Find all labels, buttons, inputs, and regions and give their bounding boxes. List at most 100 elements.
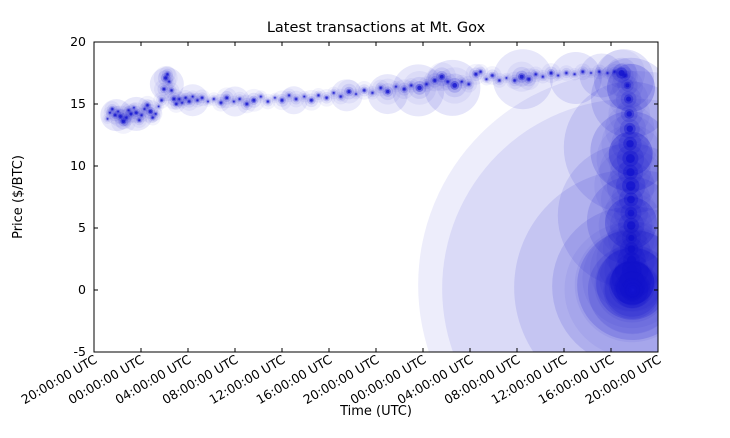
scatter-bubble [280, 98, 284, 102]
scatter-bubble [626, 168, 635, 177]
scatter-bubble [513, 79, 516, 82]
y-tick-label: 20 [70, 34, 86, 49]
scatter-bubble [402, 87, 406, 91]
x-axis-label: Time (UTC) [339, 404, 412, 419]
scatter-bubble [238, 98, 241, 100]
scatter-bubble [514, 169, 658, 352]
scatter-bubble [626, 139, 634, 148]
scatter-bubble [631, 288, 635, 292]
scatter-bubble [552, 206, 658, 352]
scatter-bubble [626, 111, 632, 117]
scatter-bubble [196, 99, 199, 102]
scatter-bubble [474, 72, 478, 76]
scatter-bubble [590, 57, 658, 138]
scatter-bubble [170, 89, 173, 92]
scatter-bubble [626, 221, 636, 230]
scatter-bubble [442, 98, 658, 352]
scatter-bubble [613, 70, 616, 73]
scatter-bubble [564, 221, 658, 352]
scatter-bubble [121, 119, 126, 123]
scatter-bubble [127, 109, 130, 112]
scatter-bubble [367, 74, 408, 115]
scatter-bubble [181, 102, 183, 104]
scatter-bubble [485, 78, 488, 81]
scatter-bubble [109, 111, 111, 114]
scatter-bubble [627, 195, 635, 204]
scatter-bubble [586, 176, 658, 265]
scatter-bubble [151, 116, 154, 119]
scatter-bubble [590, 228, 658, 312]
scatter-bubble [598, 70, 601, 73]
scatter-bubble [325, 96, 328, 99]
scatter-bubble [191, 95, 194, 98]
scatter-bubble [178, 98, 181, 100]
scatter-bubble [573, 73, 576, 76]
y-axis-label: Price ($/BTC) [11, 155, 26, 239]
scatter-bubble [146, 104, 149, 107]
scatter-bubble [593, 49, 654, 110]
scatter-bubble [184, 96, 187, 99]
scatter-bubble [410, 84, 413, 87]
scatter-bubble [425, 83, 428, 86]
scatter-bubble [557, 74, 559, 77]
scatter-bubble [626, 264, 638, 276]
scatter-bubble [418, 71, 658, 352]
scatter-bubble [164, 76, 168, 80]
scatter-bubble [606, 72, 609, 74]
scatter-bubble [479, 70, 482, 73]
scatter-bubble [212, 98, 215, 100]
y-tick-label: 5 [78, 220, 86, 235]
scatter-bubble [587, 245, 658, 335]
scatter-bubble [225, 96, 229, 100]
scatter-bubble [355, 93, 357, 95]
scatter-bubble [625, 154, 635, 163]
scatter-bubble [339, 95, 342, 98]
scatter-bubble [288, 94, 290, 97]
x-tick-label: 20:00:00 UTC [18, 351, 99, 407]
scatter-bubble [187, 100, 191, 103]
scatter-bubble [626, 125, 634, 133]
scatter-bubble [172, 97, 176, 101]
y-tick-label: 10 [70, 158, 86, 173]
scatter-bubble [157, 105, 160, 108]
scatter-bubble [260, 95, 262, 98]
scatter-bubble [492, 49, 553, 110]
scatter-bubble [148, 109, 152, 113]
scatter-bubble [252, 98, 256, 102]
scatter-bubble [446, 80, 449, 83]
scatter-bubble [386, 89, 390, 94]
scatter-bubble [608, 131, 653, 176]
scatter-bubble [138, 119, 141, 122]
scatter-bubble [207, 100, 209, 103]
scatter-bubble [587, 245, 658, 334]
scatter-bubble [176, 84, 209, 117]
scatter-bubble [279, 86, 308, 115]
scatter-bubble [590, 111, 658, 192]
scatter-bubble [175, 102, 178, 106]
scatter-bubble [134, 111, 138, 115]
scatter-bubble [347, 90, 351, 94]
scatter-bubble [581, 70, 584, 73]
scatter-bubble [119, 114, 122, 118]
scatter-bubble [606, 63, 655, 112]
scatter-bubble [491, 74, 494, 77]
y-tick-label: -5 [74, 344, 86, 359]
scatter-bubble [140, 114, 143, 117]
scatter-bubble [579, 53, 624, 98]
scatter-bubble [303, 95, 306, 98]
scatter-bubble [618, 69, 625, 77]
scatter-bubble [519, 74, 524, 79]
scatter-bubble [627, 245, 636, 253]
scatter-bubble [395, 85, 397, 88]
scatter-bubble [574, 227, 658, 343]
scatter-bubble [113, 113, 117, 117]
scatter-bubble [233, 100, 235, 103]
scatter-bubble [577, 230, 658, 341]
scatter-bubble [330, 79, 363, 112]
scatter-bubble [505, 77, 508, 79]
scatter-bubble [317, 94, 320, 97]
scatter-bubble [541, 75, 544, 78]
scatter-bubble [626, 96, 632, 102]
scatter-bubble [363, 89, 366, 92]
